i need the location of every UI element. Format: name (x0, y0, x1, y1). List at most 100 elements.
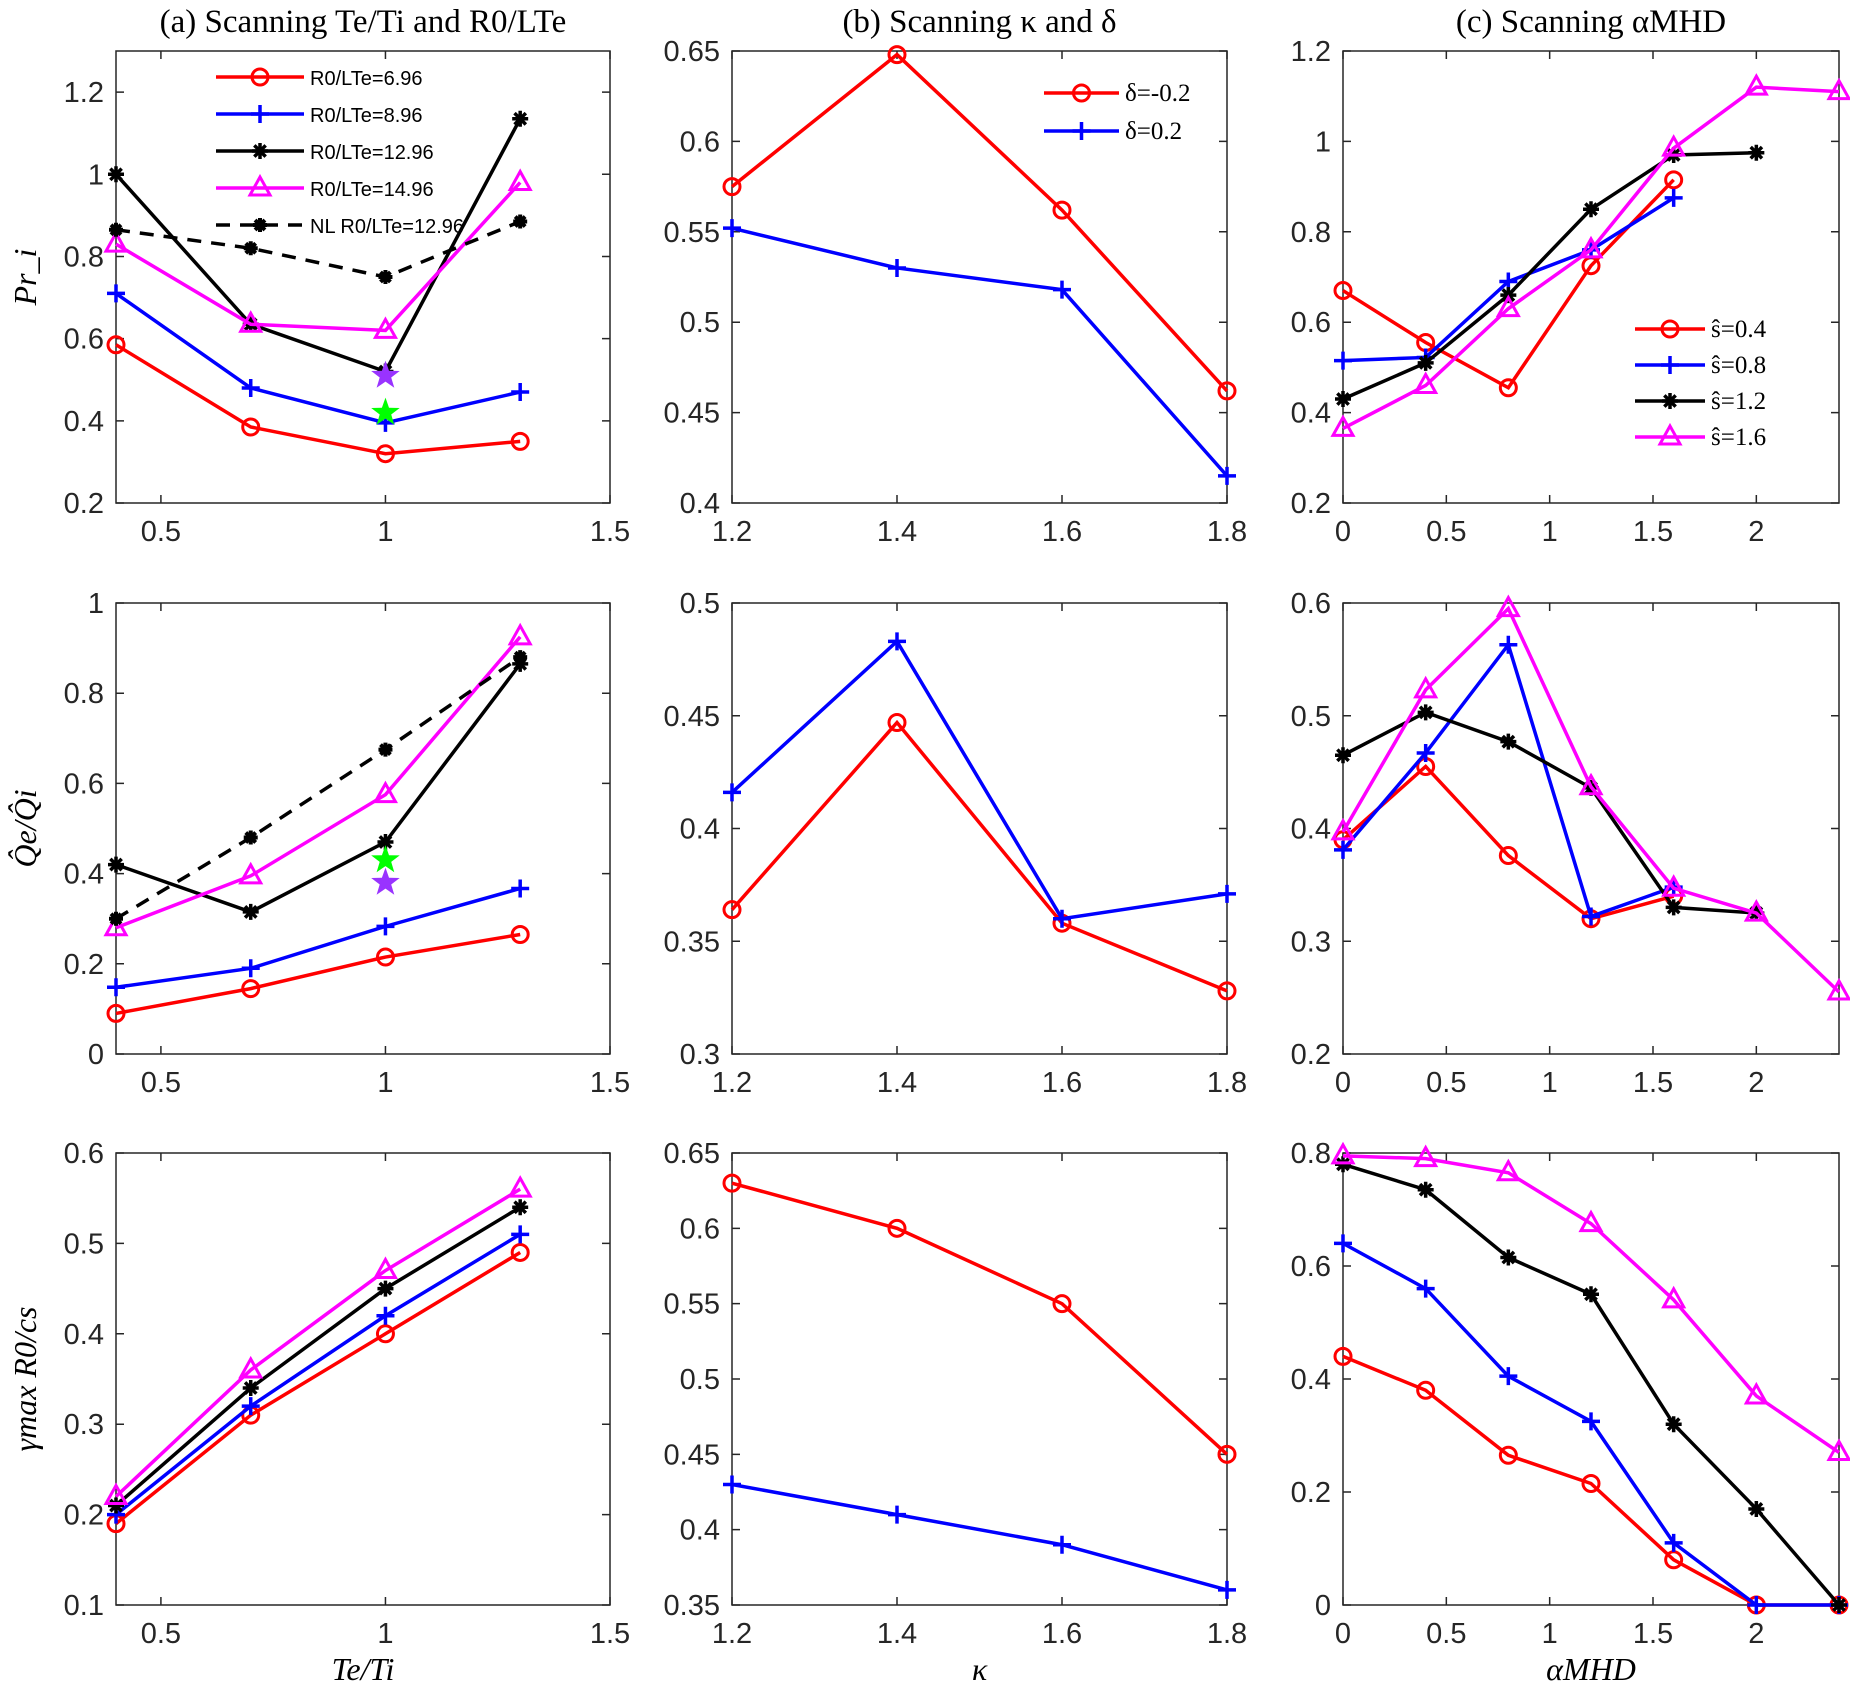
y-tick-label: 0.4 (680, 488, 720, 520)
dot-marker (111, 913, 121, 924)
y-tick-label: 0 (88, 1039, 104, 1071)
circle-marker (1052, 1294, 1072, 1314)
circle-marker (1581, 1474, 1601, 1494)
y-tick-label: 0.45 (664, 398, 720, 430)
legend-entry: ŝ=1.6 (1711, 424, 1766, 451)
axes-box (1342, 50, 1840, 504)
asterisk-marker (377, 834, 394, 851)
asterisk-marker (1748, 1500, 1765, 1517)
legend-entry: δ=-0.2 (1125, 80, 1190, 107)
plus-marker (1582, 907, 1600, 926)
x-tick-label: 1 (1542, 1618, 1558, 1650)
triangle-marker (1413, 675, 1439, 699)
series-line (115, 662, 522, 914)
x-tick-label: 1.4 (877, 1618, 917, 1650)
x-tick-label: 0.5 (1426, 1067, 1466, 1099)
triangle-marker (238, 1355, 264, 1379)
axes-box (1342, 602, 1840, 1055)
series-line (114, 117, 522, 374)
asterisk-marker (377, 1280, 394, 1297)
x-tick-label: 1 (377, 516, 393, 548)
series-line (115, 932, 521, 1016)
x-tick-label: 2 (1748, 1618, 1764, 1650)
dot-marker (245, 832, 256, 843)
asterisk-marker (1500, 733, 1517, 750)
x-tick-label: 1.8 (1207, 1618, 1247, 1650)
y-tick-label: 0.65 (664, 36, 720, 68)
circle-marker (722, 900, 742, 920)
triangle-marker (372, 1256, 399, 1280)
y-tick-label: 0.3 (64, 1409, 104, 1441)
triangle-marker (1578, 235, 1604, 259)
series-line (115, 655, 522, 921)
star-marker (371, 867, 400, 895)
triangle-marker (507, 622, 533, 646)
circle-marker (106, 1003, 126, 1023)
series-magenta-3 (103, 1175, 533, 1506)
subplot-a3: 0.5 1 1.5 0.1 0.2 0.3 0.4 0.5 0.6 Te/Ti γmax R0/cs (7, 1138, 630, 1687)
y-axis-label: Pr_i (7, 249, 43, 307)
circle-marker (722, 1173, 742, 1193)
legend-entry: R0/LTe=6.96 (310, 68, 423, 90)
plus-marker (1661, 356, 1679, 374)
y-tick-label: 0.4 (64, 1319, 104, 1351)
plus-marker (723, 219, 741, 238)
y-tick-label: 0.2 (64, 1500, 104, 1532)
legend-entry: R0/LTe=14.96 (310, 179, 434, 201)
axes-box (731, 1152, 1228, 1606)
plus-marker (241, 378, 260, 397)
y-tick-label: 0.35 (664, 926, 720, 958)
axes-box (115, 602, 611, 1055)
series-line (114, 1205, 522, 1507)
triangle-marker (238, 861, 264, 885)
series-line (1342, 85, 1840, 430)
x-tick-label: 1.4 (877, 516, 917, 548)
plus-marker (1218, 466, 1236, 485)
series-line (114, 1250, 522, 1526)
subplot-c3: 0 0.5 1 1.5 2 0 0.2 0.4 0.6 0.8 αMHD (1291, 1138, 1850, 1687)
triangle-marker (1826, 77, 1850, 101)
y-tick-label: 0.4 (64, 859, 104, 891)
plus-marker (107, 978, 125, 997)
subplot-c2: 0 0.5 1 1.5 2 0.2 0.3 0.4 0.5 0.6 (1291, 588, 1850, 1099)
plus-marker (1582, 1412, 1600, 1431)
series-magenta-3 (1330, 594, 1850, 1001)
triangle-marker (1826, 977, 1850, 1001)
x-tick-label: 1.6 (1042, 1067, 1082, 1099)
subplot-b3: 1.2 1.4 1.6 1.8 0.35 0.4 0.45 0.5 0.55 0.6 0.65 κ (664, 1138, 1248, 1687)
asterisk-marker (1417, 704, 1434, 721)
triangle-marker (103, 230, 129, 253)
series-blue-1 (1334, 1234, 1848, 1614)
legend-entry: NL R0/LTe=12.96 (310, 216, 464, 238)
x-tick-label: 1.8 (1207, 516, 1247, 548)
series-line (115, 343, 521, 456)
triangle-marker (1743, 1381, 1769, 1405)
x-tick-label: 0 (1335, 516, 1351, 548)
asterisk-marker (512, 1199, 529, 1216)
series-magenta-3 (103, 622, 533, 937)
circle-marker (510, 924, 530, 944)
plus-marker (1053, 1535, 1071, 1554)
series-red-0 (722, 1173, 1237, 1464)
circle-marker (887, 1218, 907, 1238)
dot-marker (380, 272, 391, 282)
triangle-marker (103, 1482, 129, 1506)
triangle-marker (1661, 134, 1687, 157)
plus-marker (1416, 1279, 1435, 1298)
axes-box (1342, 1152, 1840, 1606)
y-tick-label: 0.8 (64, 241, 104, 273)
triangle-marker (507, 168, 533, 191)
plus-marker (1664, 1533, 1683, 1552)
series-line (114, 292, 521, 425)
asterisk-marker (1662, 393, 1678, 409)
x-axis-label: κ (972, 1651, 988, 1687)
legend-entry: ŝ=1.2 (1711, 388, 1766, 415)
circle-marker (241, 417, 261, 437)
asterisk-marker (1335, 747, 1351, 764)
y-tick-label: 0.8 (64, 678, 104, 710)
asterisk-marker (1831, 1597, 1847, 1613)
plus-marker (1334, 351, 1352, 370)
x-tick-label: 1.2 (712, 1618, 752, 1650)
series-line (1341, 605, 1841, 994)
